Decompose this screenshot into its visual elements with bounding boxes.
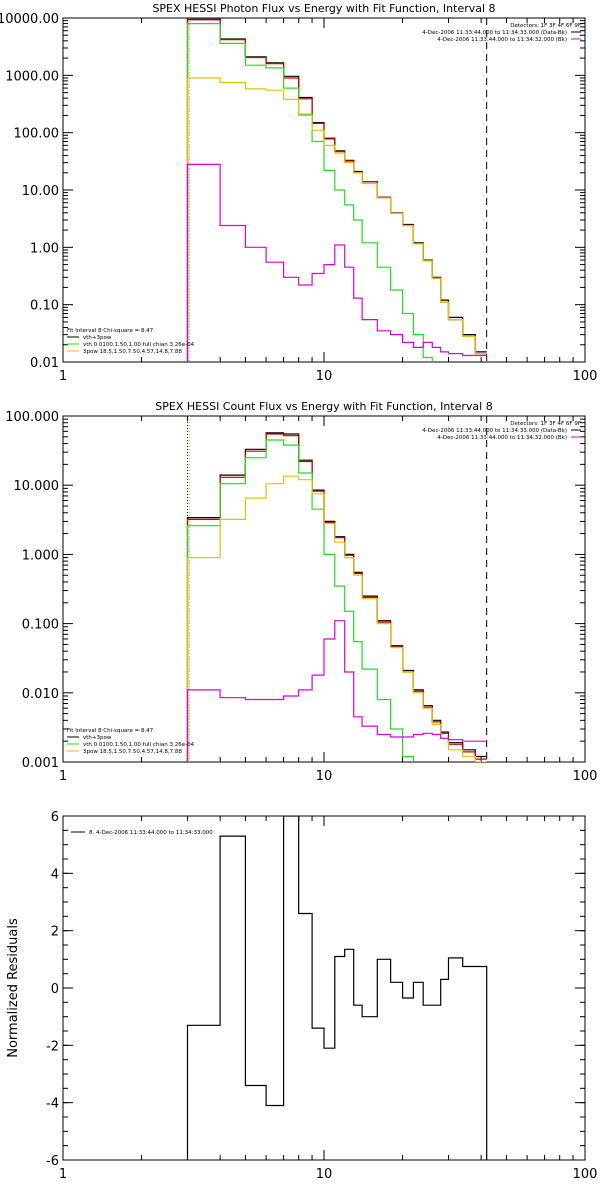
plot-frame: [62, 17, 586, 363]
series-2-histogram: [186, 439, 414, 762]
plot-frame: [62, 415, 586, 763]
legend-entry: 4-Dec-2006 11:33:44.000 to 11:34:33.000 …: [422, 30, 567, 36]
x-tick-label: 100: [573, 1167, 598, 1182]
legend-entry: Detectors: 1F 3F 4F 6F 9F: [510, 421, 581, 427]
y-tick-label: 10.00: [22, 184, 59, 199]
series-4-histogram: [186, 620, 487, 762]
legend-entry: Detectors: 1F 3F 4F 6F 9F: [510, 23, 581, 29]
fit-info-text: Fit Interval 8 Chi-square = 8.47: [67, 328, 154, 334]
x-tick-label: 1: [59, 1167, 67, 1182]
series-0-histogram: [186, 18, 487, 362]
series-2-histogram: [186, 23, 433, 362]
y-axis-label: Normalized Residuals: [6, 918, 21, 1058]
series-1-histogram: [186, 19, 487, 362]
series-0-histogram: [186, 816, 488, 1160]
plot-area: [186, 816, 488, 1160]
x-tick-label: 1: [59, 369, 67, 384]
count-flux-panel: SPEX HESSI Count Flux vs Energy with Fit…: [5, 400, 597, 784]
legend-entry: 4-Dec-2006 11:33:44.000 to 11:34:32.000 …: [437, 435, 567, 441]
y-tick-label: 0.010: [22, 687, 59, 702]
plot-frame: [62, 815, 586, 1161]
y-tick-label: 1.000: [22, 548, 59, 563]
legend-entry: 4-Dec-2006 11:33:44.000 to 11:34:33.000 …: [422, 428, 567, 434]
x-tick-label: 100: [573, 369, 598, 384]
y-tick-label: 100.000: [5, 410, 59, 425]
legend-entry: vth 0.0100,1.50,1.00 full chian 3.26e-04: [83, 342, 195, 348]
series-3-histogram: [186, 77, 487, 362]
y-tick-label: 10.000: [14, 479, 60, 494]
x-tick-label: 10: [316, 769, 333, 784]
photon-flux-panel: SPEX HESSI Photon Flux vs Energy with Fi…: [0, 2, 597, 384]
y-tick-label: 4: [51, 867, 59, 882]
y-tick-label: 6: [51, 810, 59, 825]
x-tick-label: 1: [59, 769, 67, 784]
chart-title: SPEX HESSI Count Flux vs Energy with Fit…: [155, 400, 492, 413]
series-0-histogram: [186, 432, 487, 762]
x-tick-label: 10: [316, 1167, 333, 1182]
legend-entry: vth+3pow: [83, 735, 112, 741]
legend-entry: 4-Dec-2006 11:33:44.000 to 11:34:32.000 …: [437, 37, 567, 43]
y-tick-label: 1000.00: [5, 69, 59, 84]
y-tick-label: 0.10: [30, 299, 59, 314]
y-tick-label: 10000.00: [0, 12, 59, 27]
y-tick-label: -6: [46, 1154, 59, 1169]
y-tick-label: 2: [51, 925, 59, 940]
plot-area: [186, 416, 488, 762]
legend-entry: 3pow 18.5,1.50,7.50,4.57,14.8,7.88: [83, 349, 182, 355]
y-tick-label: 1.00: [30, 241, 59, 256]
series-3-histogram: [186, 475, 487, 762]
y-tick-label: 0: [51, 982, 59, 997]
legend-entry: vth+3pow: [83, 335, 112, 341]
y-tick-label: 0.100: [22, 618, 59, 633]
x-tick-label: 100: [573, 769, 598, 784]
legend-entry: 3pow 18.5,1.50,7.50,4.57,14.8,7.88: [83, 749, 182, 755]
series-4-histogram: [186, 163, 487, 362]
y-tick-label: 100.00: [14, 127, 60, 142]
plot-area: [186, 18, 488, 362]
residuals-panel: Normalized Residuals 1 10 100 -6 -4 -2 0 2 4 6 8. …: [6, 810, 597, 1182]
y-tick-label: -2: [46, 1039, 59, 1054]
legend-entry: vth 0.0100,1.50,1.00 full chian 3.26e-04: [83, 742, 195, 748]
legend-entry: 8. 4-Dec-2006 11:33:44.000 to 11:34:33.0…: [89, 830, 213, 836]
chart-title: SPEX HESSI Photon Flux vs Energy with Fi…: [152, 2, 495, 15]
fit-info-text: Fit Interval 8 Chi-square = 8.47: [67, 728, 154, 734]
y-tick-label: 0.01: [30, 356, 59, 371]
x-tick-label: 10: [316, 369, 333, 384]
y-tick-label: 0.001: [22, 756, 59, 771]
y-tick-label: -4: [46, 1097, 59, 1112]
